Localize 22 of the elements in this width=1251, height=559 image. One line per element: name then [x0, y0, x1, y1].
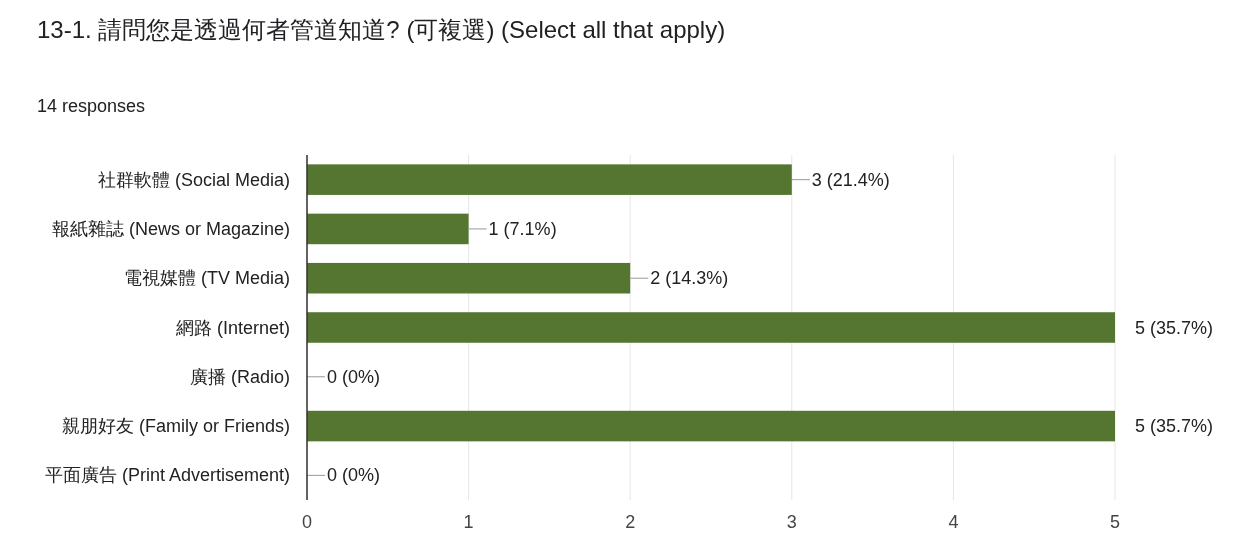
y-tick-label: 平面廣告 (Print Advertisement): [44, 465, 290, 486]
x-tick-label: 2: [625, 512, 636, 532]
data-label: 1 (7.1%): [488, 218, 557, 239]
y-tick-label: 報紙雜誌 (News or Magazine): [51, 218, 290, 239]
data-label: 5 (35.7%): [1135, 317, 1214, 338]
x-tick-label: 0: [301, 512, 313, 532]
x-tick-label: 5: [1109, 512, 1121, 532]
title: 13-1. 請問您是透過何者管道知道? (可複選) (Select all that apply): [37, 16, 726, 43]
x-tick-label: 4: [948, 512, 959, 532]
y-tick-label: 電視媒體 (TV Media): [123, 268, 290, 289]
x-tick-label: 3: [786, 512, 797, 532]
subtitle: 14 responses: [37, 96, 146, 116]
data-label: 3 (21.4%): [811, 169, 890, 190]
y-tick-label: 廣播 (Radio): [189, 366, 290, 387]
data-label: 0 (0%): [327, 366, 381, 387]
y-tick-label: 網路 (Internet): [174, 317, 290, 338]
data-label: 0 (0%): [327, 465, 381, 486]
data-label: 2 (14.3%): [650, 268, 729, 289]
data-label: 5 (35.7%): [1135, 416, 1214, 437]
x-tick-label: 1: [463, 512, 474, 532]
y-tick-label: 親朋好友 (Family or Friends): [61, 416, 290, 437]
y-tick-label: 社群軟體 (Social Media): [97, 169, 290, 190]
